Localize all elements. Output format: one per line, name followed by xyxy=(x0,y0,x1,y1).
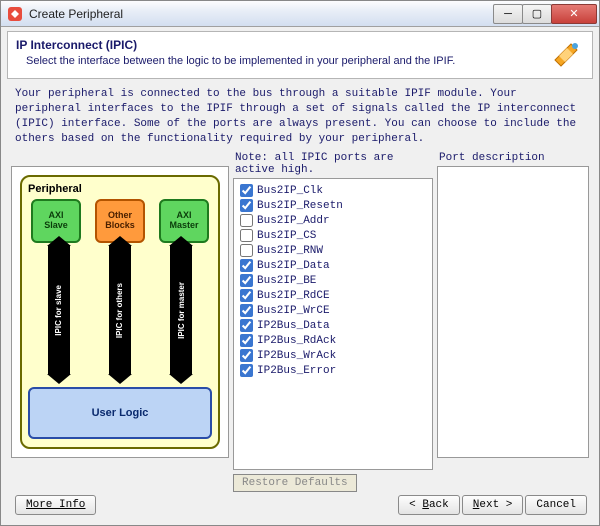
port-label: Bus2IP_Data xyxy=(257,260,330,272)
close-button[interactable]: ✕ xyxy=(551,4,597,24)
app-icon xyxy=(7,6,23,22)
ports-column: Note: all IPIC ports are active high. Bu… xyxy=(233,152,433,487)
footer: More Info < Back Next > Cancel xyxy=(1,487,599,525)
back-button[interactable]: < Back xyxy=(398,495,460,515)
port-label: IP2Bus_WrAck xyxy=(257,350,336,362)
description-column: Port description xyxy=(437,152,589,487)
port-checkbox[interactable] xyxy=(240,289,253,302)
port-label: IP2Bus_Data xyxy=(257,320,330,332)
port-checkbox[interactable] xyxy=(240,199,253,212)
port-label: Bus2IP_Clk xyxy=(257,185,323,197)
port-checkbox[interactable] xyxy=(240,364,253,377)
more-info-button[interactable]: More Info xyxy=(15,495,96,515)
header-text: IP Interconnect (IPIC) Select the interf… xyxy=(16,38,548,72)
port-checkbox[interactable] xyxy=(240,214,253,227)
port-row: Bus2IP_Addr xyxy=(240,213,426,228)
port-row: Bus2IP_Data xyxy=(240,258,426,273)
port-row: Bus2IP_Resetn xyxy=(240,198,426,213)
port-label: IP2Bus_RdAck xyxy=(257,335,336,347)
ports-note: Note: all IPIC ports are active high. xyxy=(233,152,433,176)
port-row: Bus2IP_Clk xyxy=(240,183,426,198)
cancel-button[interactable]: Cancel xyxy=(525,495,587,515)
header-icon xyxy=(548,38,584,72)
window-title: Create Peripheral xyxy=(29,7,494,21)
port-row: IP2Bus_Data xyxy=(240,318,426,333)
port-label: Bus2IP_BE xyxy=(257,275,316,287)
header-section: IP Interconnect (IPIC) Select the interf… xyxy=(7,31,593,79)
port-row: Bus2IP_RdCE xyxy=(240,288,426,303)
minimize-button[interactable]: ─ xyxy=(493,4,523,24)
diagram-column: Peripheral AXI Slave Other Blocks AXI Ma… xyxy=(11,152,229,487)
arrow-master: IPIC for master xyxy=(170,245,192,375)
ports-panel: Bus2IP_Clk Bus2IP_Resetn Bus2IP_Addr Bus2IP… xyxy=(233,178,433,470)
port-row: Bus2IP_RNW xyxy=(240,243,426,258)
port-label: Bus2IP_Resetn xyxy=(257,200,343,212)
header-title: IP Interconnect (IPIC) xyxy=(16,38,548,52)
port-label: Bus2IP_WrCE xyxy=(257,305,330,317)
header-description: Select the interface between the logic t… xyxy=(26,54,548,68)
port-checkbox[interactable] xyxy=(240,274,253,287)
port-checkbox[interactable] xyxy=(240,334,253,347)
port-row: Bus2IP_BE xyxy=(240,273,426,288)
port-checkbox[interactable] xyxy=(240,259,253,272)
port-checkbox[interactable] xyxy=(240,244,253,257)
port-label: Bus2IP_RdCE xyxy=(257,290,330,302)
port-row: IP2Bus_WrAck xyxy=(240,348,426,363)
body-paragraph: Your peripheral is connected to the bus … xyxy=(15,87,585,146)
diagram-arrows: IPIC for slave IPIC for others IPIC for … xyxy=(28,245,212,375)
port-checkbox[interactable] xyxy=(240,349,253,362)
user-logic-block: User Logic xyxy=(28,387,212,439)
port-checkbox[interactable] xyxy=(240,304,253,317)
window-buttons: ─ ▢ ✕ xyxy=(494,4,597,24)
peripheral-label: Peripheral xyxy=(28,183,212,195)
port-label: Bus2IP_CS xyxy=(257,230,316,242)
peripheral-box: Peripheral AXI Slave Other Blocks AXI Ma… xyxy=(20,175,220,449)
port-row: Bus2IP_CS xyxy=(240,228,426,243)
dialog-window: Create Peripheral ─ ▢ ✕ IP Interconnect … xyxy=(0,0,600,526)
port-row: IP2Bus_RdAck xyxy=(240,333,426,348)
port-row: IP2Bus_Error xyxy=(240,363,426,378)
port-label: IP2Bus_Error xyxy=(257,365,336,377)
port-checkbox[interactable] xyxy=(240,229,253,242)
port-label: Bus2IP_RNW xyxy=(257,245,323,257)
description-panel xyxy=(437,166,589,458)
next-button[interactable]: Next > xyxy=(462,495,524,515)
content-columns: Peripheral AXI Slave Other Blocks AXI Ma… xyxy=(11,152,589,487)
port-checkbox[interactable] xyxy=(240,184,253,197)
port-checkbox[interactable] xyxy=(240,319,253,332)
maximize-button[interactable]: ▢ xyxy=(522,4,552,24)
port-label: Bus2IP_Addr xyxy=(257,215,330,227)
description-label: Port description xyxy=(437,152,589,164)
titlebar: Create Peripheral ─ ▢ ✕ xyxy=(1,1,599,27)
port-row: Bus2IP_WrCE xyxy=(240,303,426,318)
diagram-spacer-label xyxy=(11,152,229,164)
diagram-panel: Peripheral AXI Slave Other Blocks AXI Ma… xyxy=(11,166,229,458)
arrow-others: IPIC for others xyxy=(109,245,131,375)
arrow-slave: IPIC for slave xyxy=(48,245,70,375)
